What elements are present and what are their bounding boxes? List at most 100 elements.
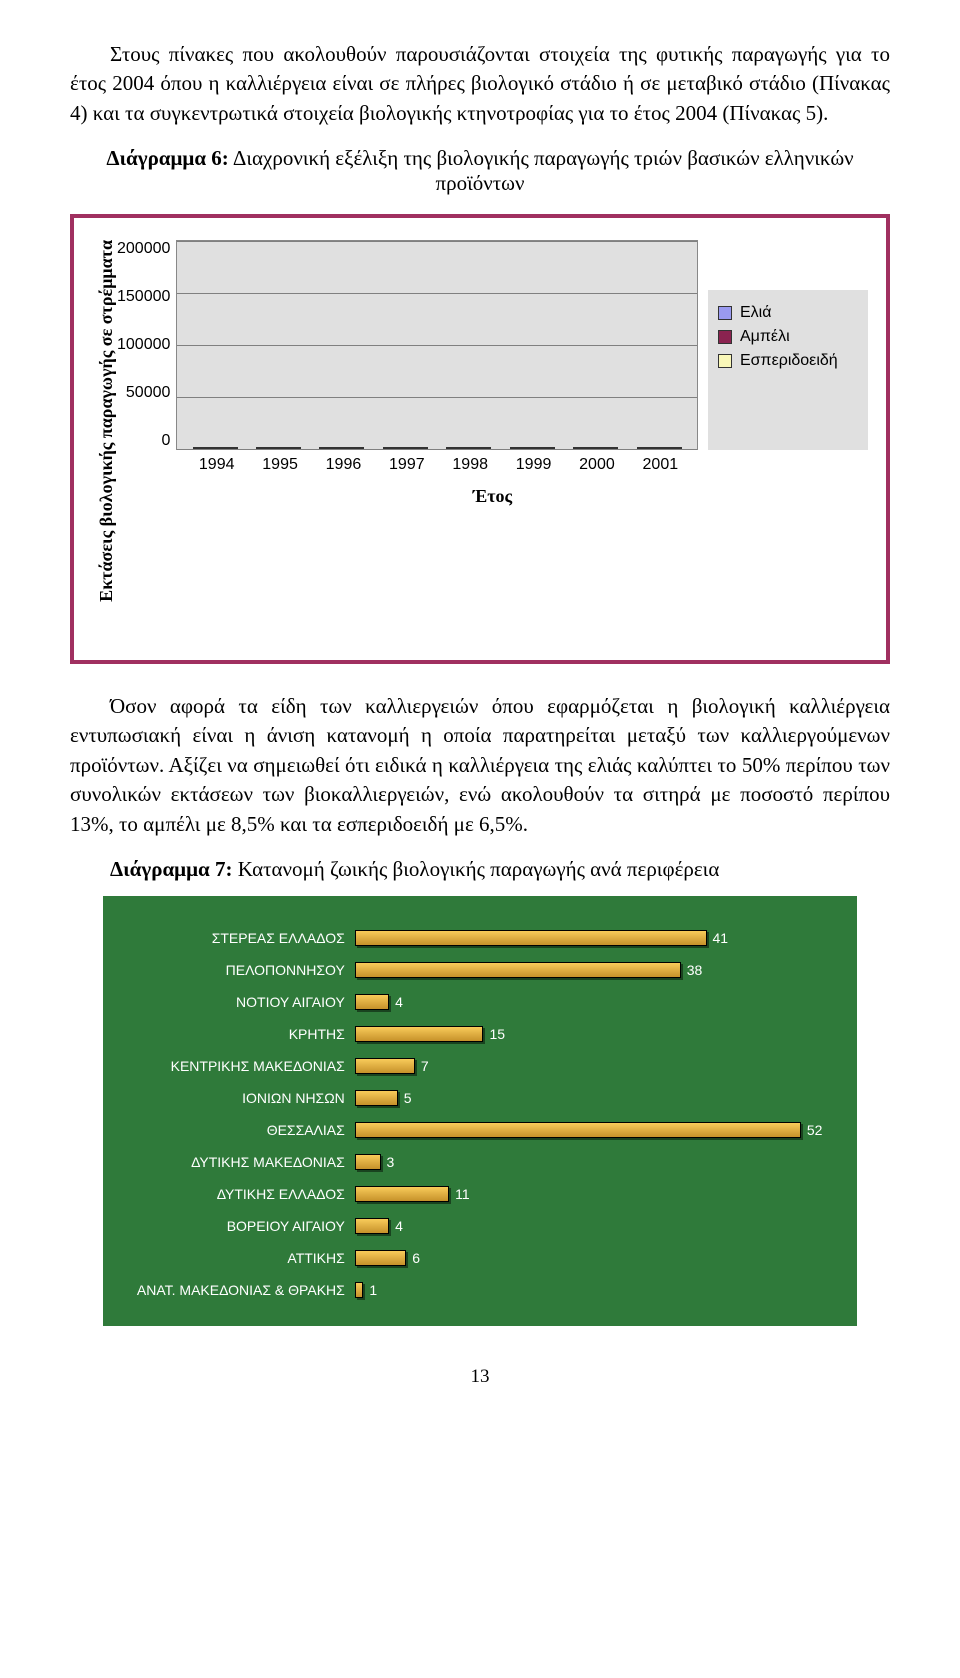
chart7-bar bbox=[355, 1154, 381, 1170]
chart7-bar-wrap: 4 bbox=[355, 1217, 835, 1235]
chart7-bar bbox=[355, 1026, 484, 1042]
chart7-bar-wrap: 4 bbox=[355, 993, 835, 1011]
chart7-bar bbox=[355, 1250, 406, 1266]
chart6-caption-bold: Διάγραμμα 6: bbox=[106, 146, 228, 170]
chart7-bar-wrap: 7 bbox=[355, 1057, 835, 1075]
chart7-value: 4 bbox=[395, 1218, 403, 1234]
chart7-bar bbox=[355, 1282, 364, 1298]
chart7-value: 52 bbox=[807, 1122, 823, 1138]
chart6-y-tick: 150000 bbox=[117, 288, 170, 306]
chart6-y-ticks: 200000150000100000500000 bbox=[117, 240, 176, 450]
chart7-value: 1 bbox=[369, 1282, 377, 1298]
chart6-legend-label: Ελιά bbox=[740, 304, 771, 322]
chart7-bar bbox=[355, 1186, 449, 1202]
chart7-value: 6 bbox=[412, 1250, 420, 1266]
chart7-bar-wrap: 3 bbox=[355, 1153, 835, 1171]
chart7-bar bbox=[355, 1058, 415, 1074]
chart6-x-tick: 1998 bbox=[452, 456, 488, 474]
chart7-bar-wrap: 6 bbox=[355, 1249, 835, 1267]
chart6-legend-swatch bbox=[718, 354, 732, 368]
chart7-row: ΚΡΗΤΗΣ 15 bbox=[125, 1018, 835, 1050]
chart6-x-tick: 1997 bbox=[389, 456, 425, 474]
chart7-row: ΔΥΤΙΚΗΣ ΕΛΛΑΔΟΣ 11 bbox=[125, 1178, 835, 1210]
chart7-value: 11 bbox=[455, 1186, 470, 1202]
chart7-row: ΑΝΑΤ. ΜΑΚΕΔΟΝΙΑΣ & ΘΡΑΚΗΣ 1 bbox=[125, 1274, 835, 1306]
chart7-row: ΣΤΕΡΕΑΣ ΕΛΛΑΔΟΣ 41 bbox=[125, 922, 835, 954]
chart7-region-label: ΚΕΝΤΡΙΚΗΣ ΜΑΚΕΔΟΝΙΑΣ bbox=[125, 1058, 355, 1074]
chart7-bar-wrap: 5 bbox=[355, 1089, 835, 1107]
chart7-bar bbox=[355, 1090, 398, 1106]
intro-paragraph: Στους πίνακες που ακολουθούν παρουσιάζον… bbox=[70, 40, 890, 128]
chart7-bar bbox=[355, 962, 681, 978]
chart6-gridline bbox=[177, 241, 697, 242]
chart6-y-tick: 50000 bbox=[126, 384, 171, 402]
chart7-region-label: ΝΟΤΙΟΥ ΑΙΓΑΙΟΥ bbox=[125, 994, 355, 1010]
chart6-y-tick: 200000 bbox=[117, 240, 170, 258]
chart7-caption: Διάγραμμα 7: Κατανομή ζωικής βιολογικής … bbox=[70, 857, 890, 882]
chart7-region-label: ΙΟΝΙΩΝ ΝΗΣΩΝ bbox=[125, 1090, 355, 1106]
chart6-x-tick: 2001 bbox=[643, 456, 679, 474]
chart7-region-label: ΣΤΕΡΕΑΣ ΕΛΛΑΔΟΣ bbox=[125, 930, 355, 946]
chart6-y-tick: 0 bbox=[161, 432, 170, 450]
chart7-bar bbox=[355, 930, 707, 946]
chart6-legend-label: Αμπέλι bbox=[740, 328, 790, 346]
chart7-caption-rest: Κατανομή ζωικής βιολογικής παραγωγής ανά… bbox=[232, 857, 719, 881]
chart7-bar-wrap: 52 bbox=[355, 1121, 835, 1139]
chart7-bar-wrap: 1 bbox=[355, 1281, 835, 1299]
chart7-bar bbox=[355, 1218, 389, 1234]
chart7-value: 15 bbox=[489, 1026, 505, 1042]
chart7-region-label: ΑΤΤΙΚΗΣ bbox=[125, 1250, 355, 1266]
chart6-legend-item: Αμπέλι bbox=[718, 328, 858, 346]
chart7-region-label: ΔΥΤΙΚΗΣ ΜΑΚΕΔΟΝΙΑΣ bbox=[125, 1154, 355, 1170]
chart6-x-tick: 1996 bbox=[326, 456, 362, 474]
chart6-x-axis-label: Έτος bbox=[117, 486, 868, 507]
chart6-legend-label: Εσπεριδοειδή bbox=[740, 352, 838, 370]
chart7-value: 3 bbox=[387, 1154, 395, 1170]
chart6-legend: Ελιά Αμπέλι Εσπεριδοειδή bbox=[708, 290, 868, 450]
chart7-row: ΙΟΝΙΩΝ ΝΗΣΩΝ 5 bbox=[125, 1082, 835, 1114]
chart7-value: 7 bbox=[421, 1058, 429, 1074]
chart6-x-tick: 2000 bbox=[579, 456, 615, 474]
chart7-region-label: ΘΕΣΣΑΛΙΑΣ bbox=[125, 1122, 355, 1138]
chart7-caption-bold: Διάγραμμα 7: bbox=[110, 857, 232, 881]
chart6-legend-item: Ελιά bbox=[718, 304, 858, 322]
chart6-x-tick: 1994 bbox=[199, 456, 235, 474]
chart6-container: Εκτάσεις βιολογικής παραγωγής σε στρέμμα… bbox=[70, 214, 890, 664]
chart7-value: 5 bbox=[404, 1090, 412, 1106]
chart7-region-label: ΚΡΗΤΗΣ bbox=[125, 1026, 355, 1042]
chart7-row: ΠΕΛΟΠΟΝΝΗΣΟΥ 38 bbox=[125, 954, 835, 986]
chart7-bar-wrap: 38 bbox=[355, 961, 835, 979]
chart7-row: ΘΕΣΣΑΛΙΑΣ 52 bbox=[125, 1114, 835, 1146]
chart6-x-tick: 1999 bbox=[516, 456, 552, 474]
chart7-value: 4 bbox=[395, 994, 403, 1010]
chart6-legend-swatch bbox=[718, 306, 732, 320]
chart7-region-label: ΒΟΡΕΙΟΥ ΑΙΓΑΙΟΥ bbox=[125, 1218, 355, 1234]
chart6-gridline bbox=[177, 449, 697, 450]
chart7-row: ΚΕΝΤΡΙΚΗΣ ΜΑΚΕΔΟΝΙΑΣ 7 bbox=[125, 1050, 835, 1082]
chart7-row: ΑΤΤΙΚΗΣ 6 bbox=[125, 1242, 835, 1274]
chart7-bar bbox=[355, 1122, 801, 1138]
chart7-bar-wrap: 41 bbox=[355, 929, 835, 947]
chart7-row: ΒΟΡΕΙΟΥ ΑΙΓΑΙΟΥ 4 bbox=[125, 1210, 835, 1242]
chart7-value: 41 bbox=[713, 930, 729, 946]
chart7-row: ΝΟΤΙΟΥ ΑΙΓΑΙΟΥ 4 bbox=[125, 986, 835, 1018]
chart6-caption: Διάγραμμα 6: Διαχρονική εξέλιξη της βιολ… bbox=[70, 146, 890, 196]
chart7-bar-wrap: 15 bbox=[355, 1025, 835, 1043]
chart7-row: ΔΥΤΙΚΗΣ ΜΑΚΕΔΟΝΙΑΣ 3 bbox=[125, 1146, 835, 1178]
chart6-plot bbox=[176, 240, 698, 450]
chart6-x-ticks: 19941995199619971998199920002001 bbox=[179, 456, 698, 474]
chart7-region-label: ΑΝΑΤ. ΜΑΚΕΔΟΝΙΑΣ & ΘΡΑΚΗΣ bbox=[125, 1282, 355, 1298]
chart6-y-axis-label: Εκτάσεις βιολογικής παραγωγής σε στρέμμα… bbox=[92, 240, 117, 642]
page-number: 13 bbox=[70, 1366, 890, 1388]
chart7-container: ΣΤΕΡΕΑΣ ΕΛΛΑΔΟΣ41ΠΕΛΟΠΟΝΝΗΣΟΥ38ΝΟΤΙΟΥ ΑΙ… bbox=[103, 896, 857, 1326]
chart7-value: 38 bbox=[687, 962, 703, 978]
chart6-caption-rest: Διαχρονική εξέλιξη της βιολογικής παραγω… bbox=[229, 146, 854, 195]
chart7-bar bbox=[355, 994, 389, 1010]
chart6-gridline bbox=[177, 397, 697, 398]
chart7-region-label: ΔΥΤΙΚΗΣ ΕΛΛΑΔΟΣ bbox=[125, 1186, 355, 1202]
middle-paragraph: Όσον αφορά τα είδη των καλλιεργειών όπου… bbox=[70, 692, 890, 839]
chart7-bar-wrap: 11 bbox=[355, 1185, 835, 1203]
chart6-legend-item: Εσπεριδοειδή bbox=[718, 352, 858, 370]
chart7-region-label: ΠΕΛΟΠΟΝΝΗΣΟΥ bbox=[125, 962, 355, 978]
chart6-gridline bbox=[177, 345, 697, 346]
